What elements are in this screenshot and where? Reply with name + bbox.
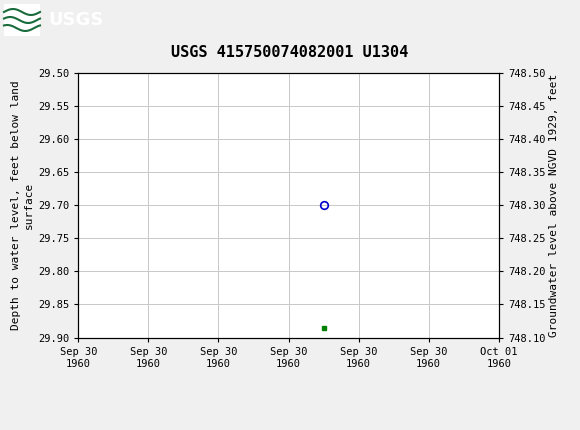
Y-axis label: Groundwater level above NGVD 1929, feet: Groundwater level above NGVD 1929, feet [549,74,560,337]
Y-axis label: Depth to water level, feet below land
surface: Depth to water level, feet below land su… [10,80,34,330]
Text: USGS 415750074082001 U1304: USGS 415750074082001 U1304 [171,45,409,60]
Text: USGS: USGS [48,11,103,29]
FancyBboxPatch shape [4,4,40,36]
